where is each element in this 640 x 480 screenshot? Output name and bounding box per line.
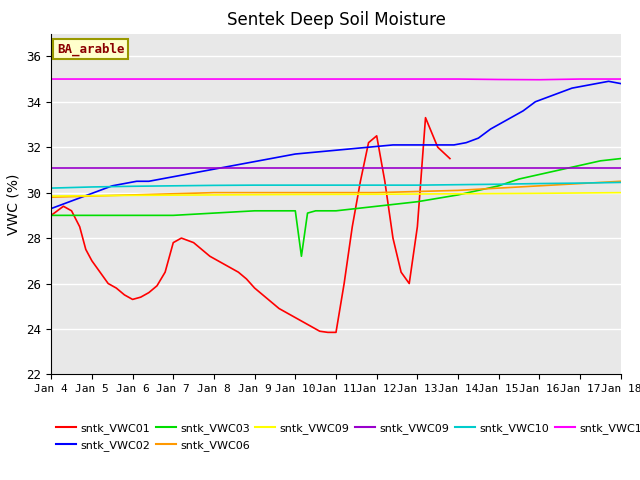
Legend: sntk_VWC01, sntk_VWC02, sntk_VWC03, sntk_VWC06, sntk_VWC09, sntk_VWC09, sntk_VWC: sntk_VWC01, sntk_VWC02, sntk_VWC03, sntk… [51, 419, 640, 455]
Text: BA_arable: BA_arable [57, 42, 124, 56]
Title: Sentek Deep Soil Moisture: Sentek Deep Soil Moisture [227, 11, 445, 29]
Y-axis label: VWC (%): VWC (%) [7, 173, 21, 235]
